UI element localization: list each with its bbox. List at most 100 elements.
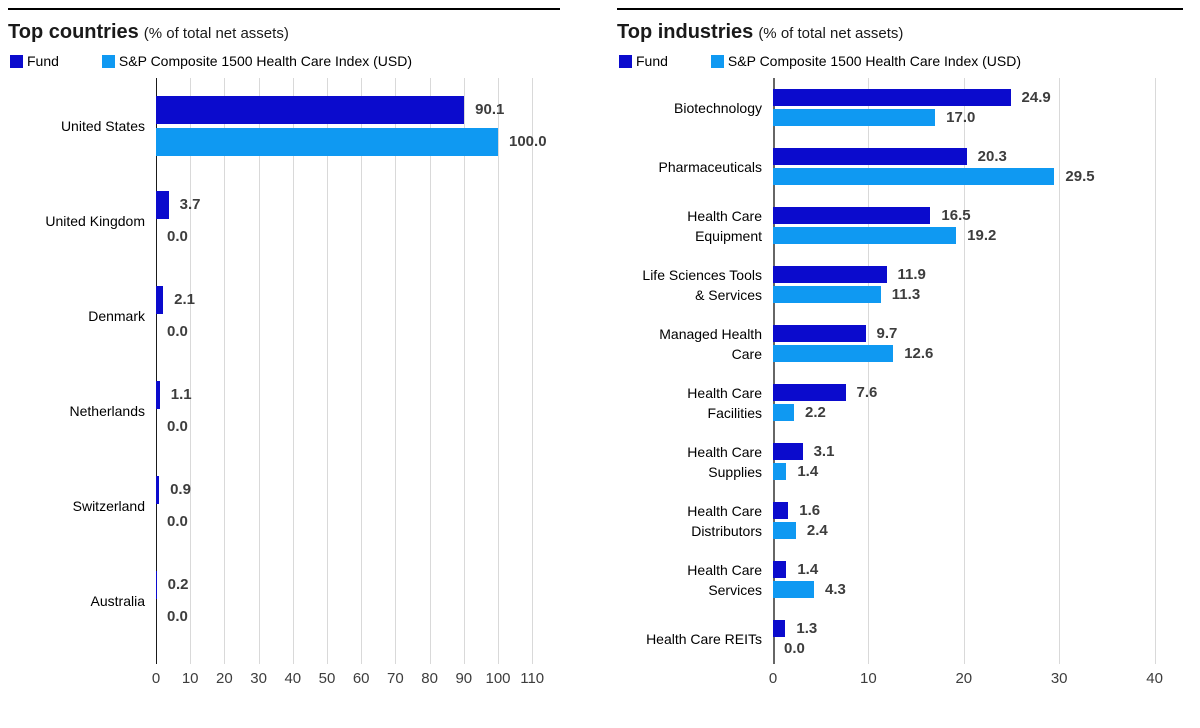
- category-label: Health Care REITs: [646, 630, 762, 647]
- chart-top-rule: [617, 8, 1183, 10]
- bar-index: [773, 463, 787, 480]
- gridline: [292, 78, 294, 664]
- category-label: Netherlands: [69, 402, 146, 419]
- category-label: Denmark: [88, 307, 145, 324]
- bar-fund: [773, 89, 1011, 106]
- bar-index: [773, 522, 796, 539]
- gridline: [190, 78, 192, 664]
- bar-fund: [156, 475, 160, 504]
- value-label: 1.3: [796, 619, 818, 637]
- bar-fund: [773, 561, 787, 578]
- category-label: Managed Health Care: [659, 325, 762, 362]
- gridline: [395, 78, 397, 664]
- legend-item: S&P Composite 1500 Health Care Index (US…: [101, 53, 413, 69]
- legend-label: Fund: [636, 53, 668, 69]
- bar-index: [773, 345, 894, 362]
- chart-top-industries: Top industries (% of total net assets) Fun…: [617, 8, 1183, 698]
- gridline: [327, 78, 328, 664]
- category-label: United Kingdom: [45, 212, 145, 229]
- x-axis-tick-label: 20: [955, 670, 973, 687]
- legend-label: Fund: [27, 53, 59, 69]
- value-label: 100.0: [509, 132, 547, 150]
- value-label: 19.2: [967, 226, 997, 244]
- gridline: [224, 78, 226, 664]
- chart-subtitle: (% of total net assets): [143, 25, 289, 42]
- legend-swatch-fund: [10, 54, 23, 68]
- gridline: [532, 78, 534, 664]
- bar-index: [156, 127, 498, 156]
- axis-zero-line: [773, 78, 775, 664]
- bar-index: [773, 168, 1055, 185]
- value-label: 2.2: [804, 403, 826, 421]
- chart-header: Top countries (% of total net assets): [8, 21, 560, 45]
- x-axis-tick-label: 100: [485, 670, 511, 687]
- gridline: [868, 78, 870, 664]
- category-label: Health Care Services: [687, 561, 762, 598]
- gridline: [963, 78, 965, 664]
- x-axis-tick-label: 10: [860, 670, 877, 687]
- category-label: United States: [60, 117, 145, 134]
- bar-fund: [773, 148, 967, 165]
- bar-fund: [773, 443, 803, 460]
- x-axis-tick-label: 10: [181, 670, 199, 687]
- category-label: Life Sciences Tools & Services: [642, 266, 762, 303]
- bar-index: [773, 404, 794, 421]
- bar-index: [773, 109, 936, 126]
- bar-fund: [773, 266, 887, 283]
- bar-fund: [156, 380, 160, 409]
- bar-fund: [773, 207, 931, 224]
- category-label: Biotechnology: [674, 99, 762, 116]
- chart-subtitle: (% of total net assets): [758, 25, 904, 42]
- x-axis-tick-label: 50: [318, 670, 336, 687]
- plot-area: Biotechnology 24.9 17.0 Pharmaceuticals 20.3…: [617, 78, 1183, 698]
- gridline: [429, 78, 431, 664]
- value-label: 1.6: [799, 501, 821, 519]
- bar-index: [773, 227, 957, 244]
- bar-index: [773, 286, 881, 303]
- legend-swatch-index: [101, 54, 115, 68]
- legend-label: S&P Composite 1500 Health Care Index (US…: [118, 53, 413, 69]
- x-axis-tick-label: 60: [352, 670, 370, 687]
- value-label: 17.0: [946, 108, 976, 126]
- value-label: 0.0: [167, 227, 188, 245]
- category-label: Health Care Equipment: [687, 207, 762, 244]
- value-label: 3.7: [179, 195, 201, 213]
- chart-top-countries: Top countries (% of total net assets) Fund…: [8, 8, 560, 698]
- bar-fund: [773, 384, 846, 401]
- value-label: 11.9: [897, 265, 926, 283]
- value-label: 1.1: [170, 385, 192, 403]
- value-label: 0.9: [170, 480, 191, 498]
- value-label: 3.1: [813, 442, 835, 460]
- value-label: 2.4: [806, 521, 828, 539]
- legend-label: S&P Composite 1500 Health Care Index (US…: [727, 53, 1022, 69]
- value-label: 1.4: [797, 560, 819, 578]
- plot-area: United States 90.1 100.0 United Kingdom 3.7 0…: [8, 78, 560, 698]
- value-label: 12.6: [904, 344, 934, 362]
- category-label: Health Care Facilities: [687, 384, 762, 421]
- legend-item: Fund: [619, 53, 668, 69]
- chart-header: Top industries (% of total net assets): [617, 21, 1183, 45]
- x-axis-tick-label: 0: [768, 670, 778, 687]
- category-label: Health Care Supplies: [687, 443, 762, 480]
- legend: Fund S&P Composite 1500 Health Care Index…: [8, 53, 560, 69]
- bar-fund: [156, 95, 465, 124]
- x-axis-tick-label: 40: [284, 670, 302, 687]
- value-label: 24.9: [1021, 88, 1051, 106]
- gridline: [258, 78, 260, 664]
- category-label: Switzerland: [72, 497, 145, 514]
- value-label: 11.3: [891, 285, 921, 303]
- bar-fund: [773, 620, 786, 637]
- legend-item: Fund: [10, 53, 59, 69]
- category-label: Australia: [90, 592, 145, 609]
- bar-fund: [773, 325, 866, 342]
- value-label: 2.1: [174, 290, 196, 308]
- legend-swatch-fund: [619, 54, 632, 68]
- value-label: 0.2: [167, 575, 189, 593]
- chart-top-rule: [8, 8, 560, 10]
- gridline: [498, 78, 499, 664]
- value-label: 0.0: [167, 322, 188, 340]
- value-label: 29.5: [1065, 167, 1095, 185]
- bar-index: [773, 581, 815, 598]
- category-label: Pharmaceuticals: [658, 158, 763, 175]
- bar-fund: [156, 190, 169, 219]
